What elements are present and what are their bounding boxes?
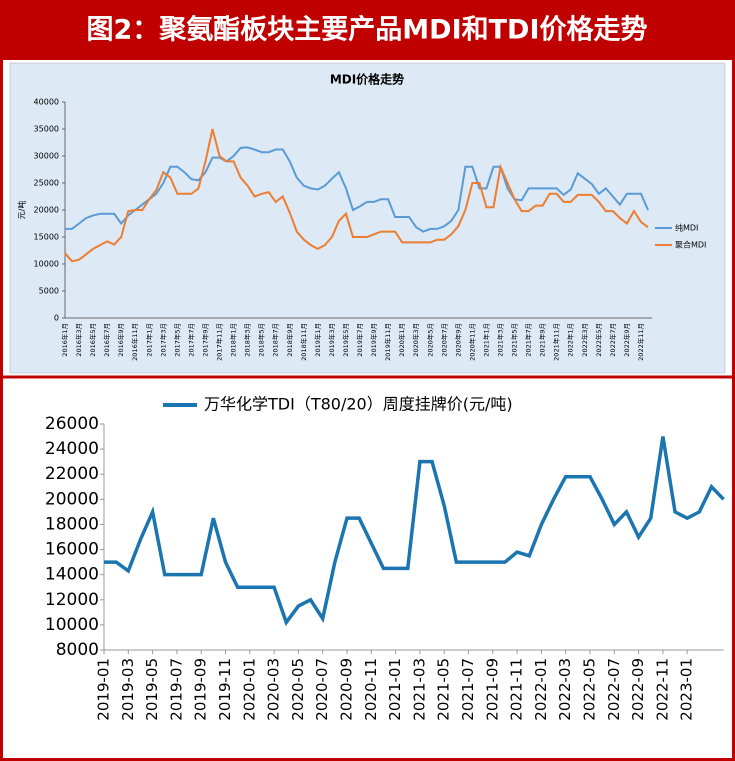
x-tick-label: 2020-01 xyxy=(240,658,258,721)
x-tick-label: 2016年3月 xyxy=(74,323,83,357)
legend-label: 纯MDI xyxy=(675,223,698,233)
x-tick-label: 2020-09 xyxy=(338,658,356,721)
series-line xyxy=(104,436,725,627)
x-tick-label: 2020-11 xyxy=(362,658,380,721)
x-tick-label: 2017年11月 xyxy=(215,323,224,361)
y-tick-label: 25000 xyxy=(34,179,59,188)
x-tick-label: 2017年5月 xyxy=(172,323,181,357)
y-tick-label: 40000 xyxy=(34,98,59,107)
x-tick-label: 2021-03 xyxy=(410,658,428,721)
x-tick-label: 2017年9月 xyxy=(200,323,209,357)
x-tick-label: 2019-03 xyxy=(119,658,137,721)
x-tick-label: 2022-09 xyxy=(629,658,647,721)
x-tick-label: 2016年1月 xyxy=(60,323,69,357)
x-tick-label: 2021-11 xyxy=(508,658,526,721)
chart-title: MDI价格走势 xyxy=(330,72,404,87)
x-tick-label: 2021年1月 xyxy=(481,323,490,357)
y-tick-label: 5000 xyxy=(39,287,59,296)
x-tick-label: 2021年3月 xyxy=(495,323,504,357)
y-tick-label: 35000 xyxy=(34,125,59,134)
x-tick-label: 2019年11月 xyxy=(383,323,392,361)
y-tick-label: 14000 xyxy=(45,565,99,585)
x-tick-label: 2020年7月 xyxy=(439,323,448,357)
y-tick-label: 20000 xyxy=(45,489,99,509)
x-tick-label: 2022-11 xyxy=(653,658,671,721)
y-axis-label: 元/吨 xyxy=(17,201,27,220)
x-tick-label: 2021-07 xyxy=(459,658,477,721)
x-tick-label: 2019-09 xyxy=(192,658,210,721)
x-tick-label: 2021年9月 xyxy=(538,323,547,357)
x-tick-label: 2020-05 xyxy=(289,658,307,721)
x-tick-label: 2022年7月 xyxy=(608,323,617,357)
y-tick-label: 12000 xyxy=(45,590,99,610)
x-tick-label: 2019-07 xyxy=(167,658,185,721)
x-tick-label: 2020-03 xyxy=(265,658,283,721)
x-tick-label: 2016年7月 xyxy=(102,323,111,357)
x-tick-label: 2022年1月 xyxy=(566,323,575,357)
y-tick-label: 15000 xyxy=(34,233,59,242)
x-tick-label: 2023-01 xyxy=(678,658,696,721)
y-tick-label: 8000 xyxy=(56,640,99,660)
x-tick-label: 2021-09 xyxy=(483,658,501,721)
x-tick-label: 2019年5月 xyxy=(341,323,350,357)
x-tick-label: 2022-03 xyxy=(556,658,574,721)
x-tick-label: 2017年7月 xyxy=(186,323,195,357)
y-tick-label: 10000 xyxy=(45,615,99,635)
x-tick-label: 2019年1月 xyxy=(313,323,322,357)
x-tick-label: 2016年11月 xyxy=(130,323,139,361)
legend-label: 聚合MDI xyxy=(675,240,706,250)
x-tick-label: 2020年11月 xyxy=(467,323,476,361)
x-tick-label: 2021年7月 xyxy=(524,323,533,357)
x-tick-label: 2018年3月 xyxy=(243,323,252,357)
x-tick-label: 2019年7月 xyxy=(355,323,364,357)
x-tick-label: 2022年3月 xyxy=(580,323,589,357)
x-tick-label: 2019-05 xyxy=(143,658,161,721)
x-tick-label: 2018年1月 xyxy=(229,323,238,357)
x-tick-label: 2016年9月 xyxy=(116,323,125,357)
x-tick-label: 2020年9月 xyxy=(453,323,462,357)
x-tick-label: 2020-07 xyxy=(313,658,331,721)
legend-label: 万华化学TDI（T80/20）周度挂牌价(元/吨) xyxy=(204,395,513,414)
y-tick-label: 22000 xyxy=(45,464,99,484)
x-tick-label: 2022年11月 xyxy=(636,323,645,361)
x-tick-label: 2019年9月 xyxy=(369,323,378,357)
x-tick-label: 2018年5月 xyxy=(257,323,266,357)
x-tick-label: 2021-01 xyxy=(386,658,404,721)
y-tick-label: 16000 xyxy=(45,540,99,560)
x-tick-label: 2021年5月 xyxy=(510,323,519,357)
y-tick-label: 30000 xyxy=(34,152,59,161)
y-tick-label: 18000 xyxy=(45,514,99,534)
x-tick-label: 2018年7月 xyxy=(271,323,280,357)
x-tick-label: 2017年3月 xyxy=(158,323,167,357)
x-tick-label: 2020年1月 xyxy=(397,323,406,357)
x-tick-label: 2016年5月 xyxy=(88,323,97,357)
x-tick-label: 2022-01 xyxy=(532,658,550,721)
y-tick-label: 0 xyxy=(54,314,59,323)
x-tick-label: 2021-05 xyxy=(435,658,453,721)
x-tick-label: 2020年5月 xyxy=(425,323,434,357)
banner xyxy=(0,0,735,60)
x-tick-label: 2017年1月 xyxy=(144,323,153,357)
x-tick-label: 2022年9月 xyxy=(622,323,631,357)
x-tick-label: 2020年3月 xyxy=(411,323,420,357)
x-tick-label: 2021年11月 xyxy=(552,323,561,361)
x-tick-label: 2019年3月 xyxy=(327,323,336,357)
banner-title: 图2：聚氨酯板块主要产品MDI和TDI价格走势 xyxy=(87,15,648,46)
series-line xyxy=(65,146,649,233)
x-tick-label: 2019-11 xyxy=(216,658,234,721)
panel xyxy=(9,62,726,374)
x-tick-label: 2019-01 xyxy=(95,658,113,721)
x-tick-label: 2022-05 xyxy=(581,658,599,721)
y-tick-label: 26000 xyxy=(45,414,99,434)
series-line xyxy=(64,128,649,263)
y-tick-label: 10000 xyxy=(34,260,59,269)
x-tick-label: 2018年11月 xyxy=(299,323,308,361)
y-tick-label: 24000 xyxy=(45,439,99,459)
x-tick-label: 2022年5月 xyxy=(594,323,603,357)
x-tick-label: 2018年9月 xyxy=(285,323,294,357)
x-tick-label: 2022-07 xyxy=(605,658,623,721)
y-tick-label: 20000 xyxy=(34,206,59,215)
